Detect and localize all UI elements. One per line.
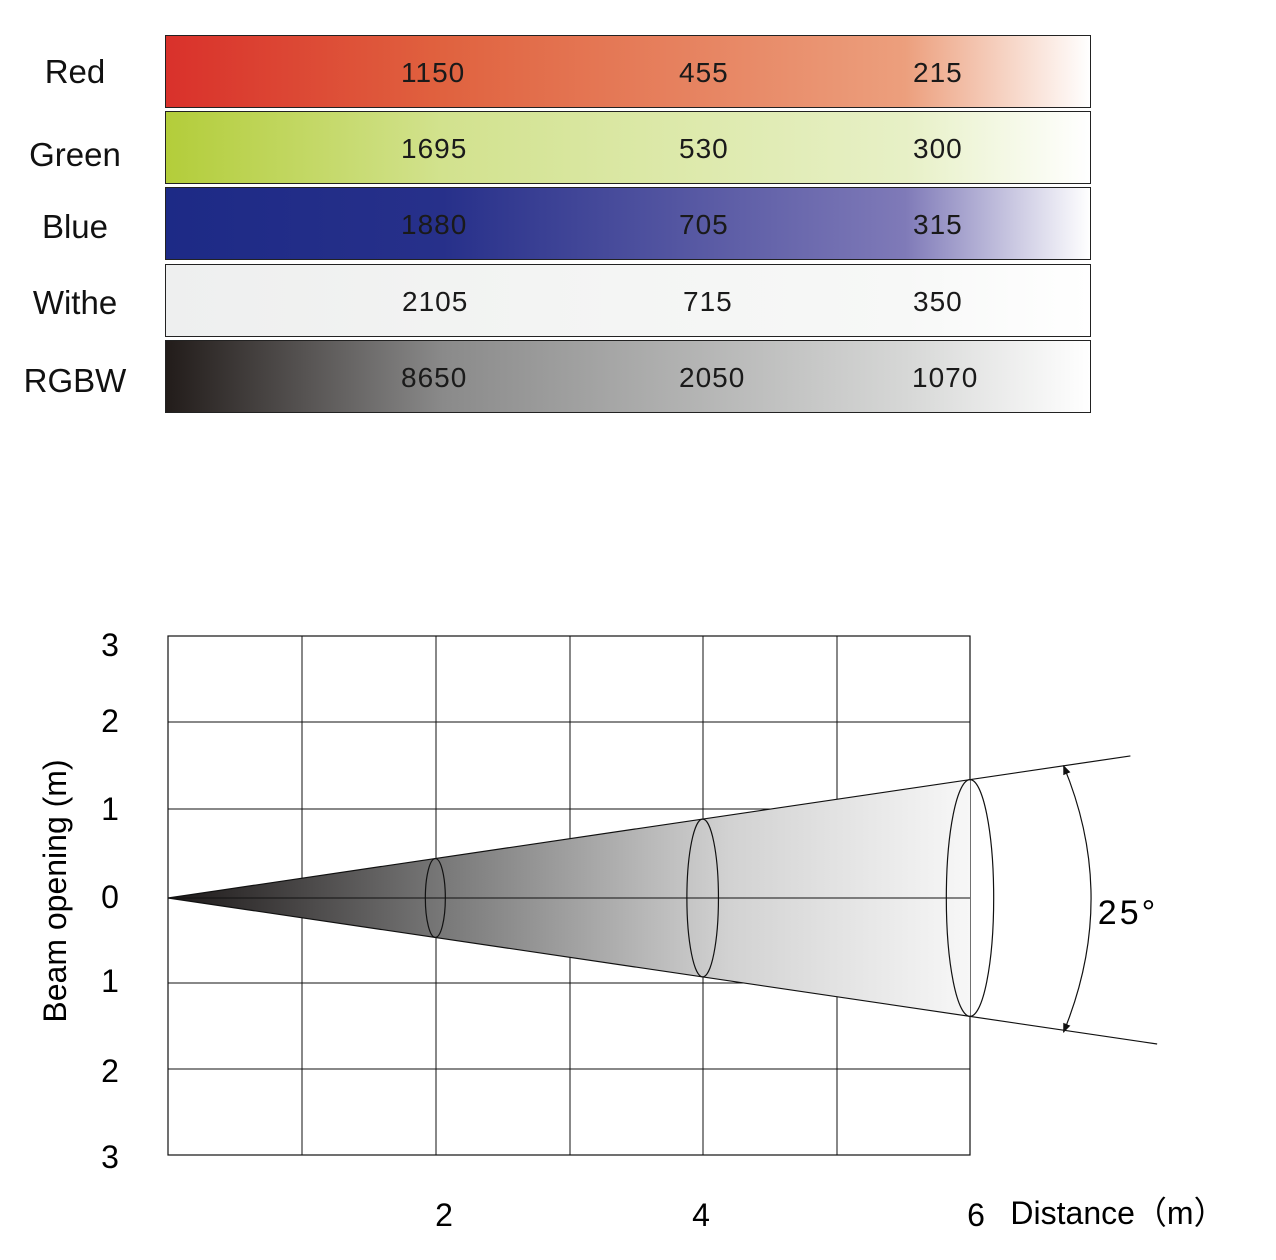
value-cell: 705 — [679, 209, 729, 240]
value-cell: 1070 — [912, 362, 979, 393]
y-tick-label: 2 — [101, 703, 119, 739]
y-tick-label: 3 — [101, 627, 119, 663]
value-cell: 715 — [683, 286, 733, 317]
angle-arc — [1063, 764, 1092, 1034]
bar-rgbw: 8650 2050 1070 — [165, 340, 1091, 413]
x-axis-label: Distance（m） — [1010, 1195, 1225, 1231]
row-label-white: Withe — [32, 284, 118, 321]
value-cell: 315 — [913, 209, 963, 240]
bar-blue: 1880 705 315 — [165, 187, 1091, 260]
beam-cross-section — [686, 818, 720, 978]
y-axis-label: Beam opening (m) — [37, 759, 73, 1022]
row-label-red: Red — [44, 53, 106, 90]
bar-green: 1695 530 300 — [165, 111, 1091, 184]
bar-red: 1150 455 215 — [165, 35, 1091, 108]
value-cell: 1150 — [401, 57, 466, 88]
row-label-rgbw: RGBW — [23, 362, 127, 399]
y-tick-label: 0 — [101, 879, 119, 915]
value-cell: 300 — [913, 133, 963, 164]
beam-cross-section — [945, 779, 995, 1017]
value-cell: 2105 — [402, 286, 469, 317]
y-tick-label: 3 — [101, 1139, 119, 1175]
value-cell: 215 — [913, 57, 963, 88]
beam-angle-label: 25° — [1098, 894, 1158, 932]
beam-cross-section — [424, 857, 446, 939]
row-label-blue: Blue — [41, 208, 109, 245]
value-cell: 530 — [679, 133, 729, 164]
value-cell: 1695 — [401, 133, 468, 164]
row-label-green: Green — [29, 136, 121, 173]
value-cell: 2050 — [679, 362, 746, 393]
y-tick-label: 2 — [101, 1053, 119, 1089]
y-tick-label: 1 — [101, 963, 119, 999]
bar-white: 2105 715 350 — [165, 264, 1091, 337]
x-tick-label: 4 — [692, 1197, 710, 1233]
value-cell: 8650 — [401, 362, 468, 393]
y-tick-label: 1 — [101, 791, 119, 827]
value-cell: 1880 — [401, 209, 468, 240]
value-cell: 455 — [679, 57, 729, 88]
x-tick-label: 6 — [967, 1197, 985, 1233]
value-cell: 350 — [913, 286, 963, 317]
x-tick-label: 2 — [435, 1197, 453, 1233]
beam-cone — [167, 755, 1158, 1045]
beam-chart: 3 2 1 0 1 2 3 2 4 6 Distance（m） Beam ope… — [37, 627, 1226, 1233]
beam-edge-lower — [167, 897, 1158, 1045]
